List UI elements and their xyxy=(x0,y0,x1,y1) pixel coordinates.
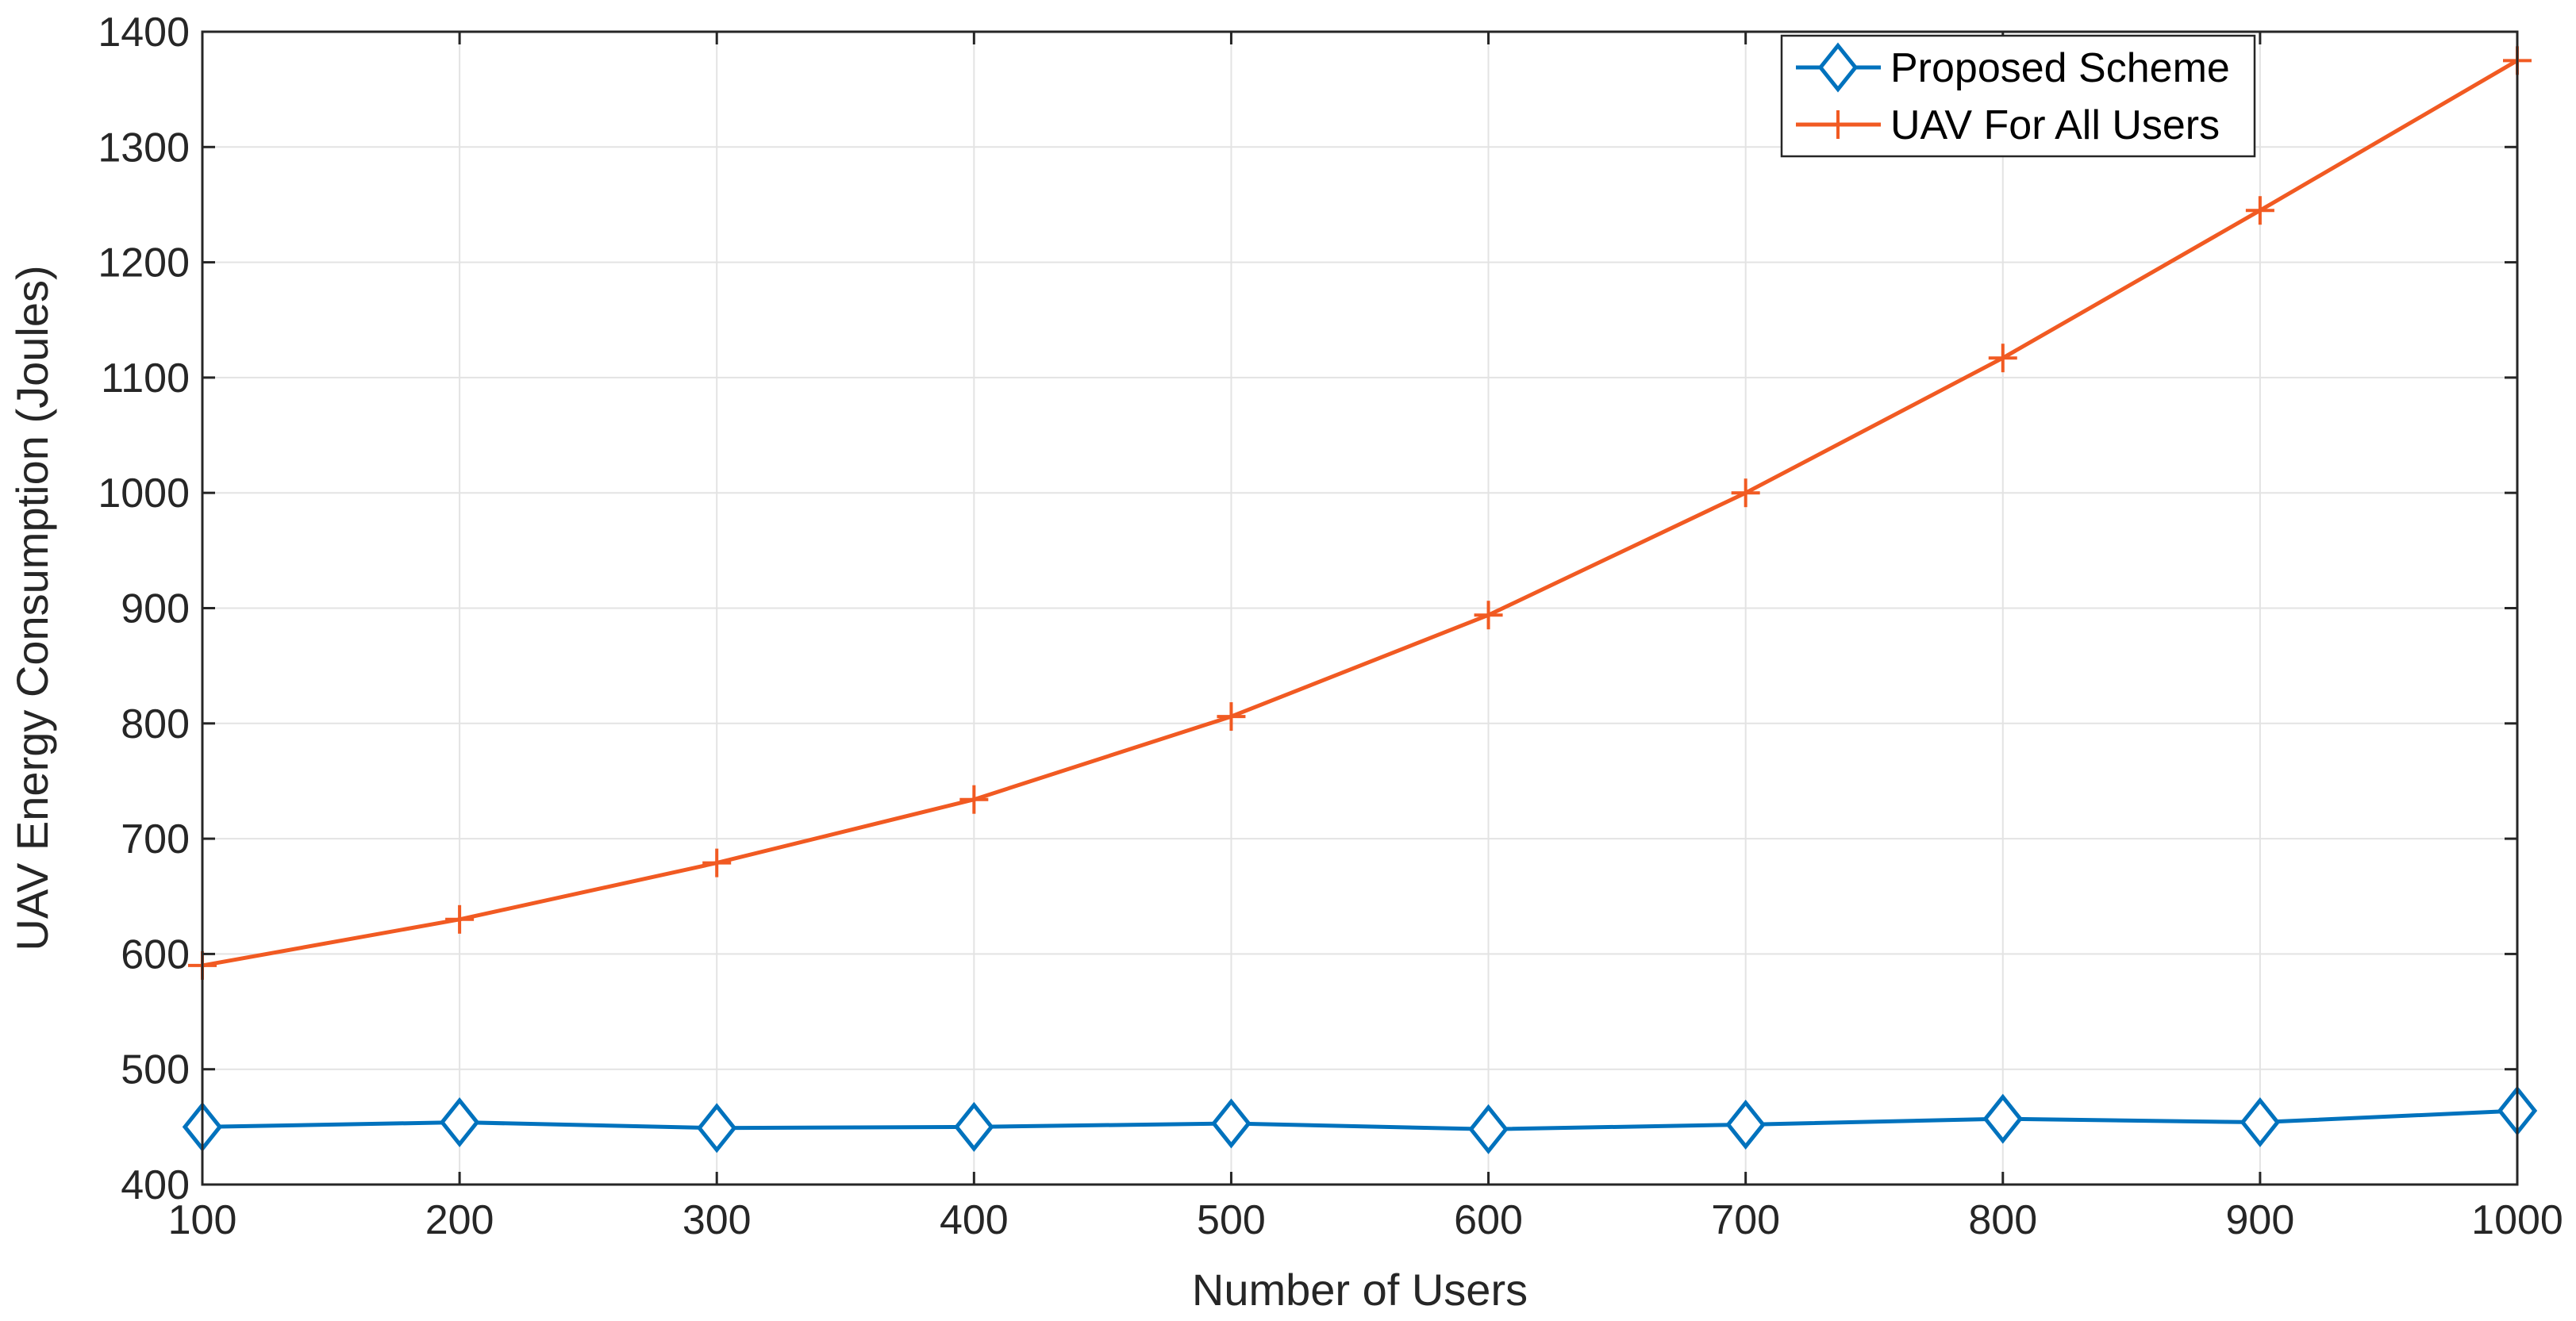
x-tick-label: 1000 xyxy=(2471,1197,2563,1243)
legend-marker xyxy=(1817,42,1859,93)
y-tick-label: 400 xyxy=(121,1162,190,1208)
legend-entry-proposed-scheme: Proposed Scheme xyxy=(1796,42,2230,93)
y-tick-label: 1000 xyxy=(98,470,190,516)
x-tick-label: 600 xyxy=(1454,1197,1523,1243)
y-tick-label: 600 xyxy=(121,931,190,977)
data-point-uav-for-all-users xyxy=(702,848,732,877)
data-point-uav-for-all-users xyxy=(959,785,989,814)
data-point-proposed-scheme xyxy=(1725,1099,1766,1150)
data-point-proposed-scheme xyxy=(1982,1093,2023,1144)
y-tick-label: 800 xyxy=(121,701,190,747)
x-tick-label: 100 xyxy=(168,1197,237,1243)
data-point-uav-for-all-users xyxy=(1988,344,2017,373)
plot-series xyxy=(182,46,2538,1154)
y-tick-label: 1200 xyxy=(98,240,190,286)
legend-marker xyxy=(1824,110,1852,139)
x-tick-label: 200 xyxy=(425,1197,494,1243)
x-tick-label: 800 xyxy=(1968,1197,2037,1243)
legend-label-proposed-scheme: Proposed Scheme xyxy=(1890,45,2230,91)
y-axis-title: UAV Energy Consumption (Joules) xyxy=(7,265,57,950)
axis-ticks: 100 200 300 400 500 600 700 800 900 1000 400 500 600… xyxy=(98,10,2563,1243)
y-tick-label: 1300 xyxy=(98,125,190,171)
legend-swatch-uav-for-all-users xyxy=(1796,110,1881,139)
x-tick-label: 300 xyxy=(682,1197,752,1243)
data-point-uav-for-all-users xyxy=(2245,196,2274,225)
y-tick-label: 500 xyxy=(121,1047,190,1093)
series-proposed-scheme xyxy=(182,1085,2538,1154)
data-point-proposed-scheme xyxy=(2240,1097,2281,1148)
series-line-proposed-scheme xyxy=(202,1108,2518,1131)
x-axis-title: Number of Users xyxy=(1192,1265,1528,1315)
legend-box xyxy=(1780,34,2256,158)
y-tick-label: 700 xyxy=(121,816,190,862)
legend-label-uav-for-all-users: UAV For All Users xyxy=(1890,102,2220,148)
legend-entry-uav-for-all-users: UAV For All Users xyxy=(1796,102,2220,148)
legend: Proposed Scheme UAV For All Users xyxy=(1780,34,2256,158)
y-tick-label: 900 xyxy=(121,586,190,632)
data-point-uav-for-all-users xyxy=(1217,702,1246,732)
x-tick-label: 900 xyxy=(2226,1197,2295,1243)
series-uav-for-all-users xyxy=(188,46,2532,980)
data-point-proposed-scheme xyxy=(1211,1098,1251,1149)
legend-swatch-proposed-scheme xyxy=(1796,42,1881,93)
data-point-proposed-scheme xyxy=(439,1097,480,1148)
y-tick-label: 1100 xyxy=(101,355,190,401)
series-line-uav-for-all-users xyxy=(202,59,2519,968)
data-point-proposed-scheme xyxy=(1468,1104,1509,1154)
x-tick-label: 700 xyxy=(1711,1197,1780,1243)
x-tick-label: 400 xyxy=(940,1197,1009,1243)
data-point-uav-for-all-users xyxy=(1474,601,1503,630)
grid-lines xyxy=(202,31,2518,1185)
data-point-proposed-scheme xyxy=(697,1103,737,1154)
y-tick-label: 1400 xyxy=(98,10,190,56)
data-point-uav-for-all-users xyxy=(445,904,475,934)
data-point-proposed-scheme xyxy=(954,1101,994,1152)
x-tick-label: 500 xyxy=(1197,1197,1266,1243)
data-point-uav-for-all-users xyxy=(1731,478,1760,508)
